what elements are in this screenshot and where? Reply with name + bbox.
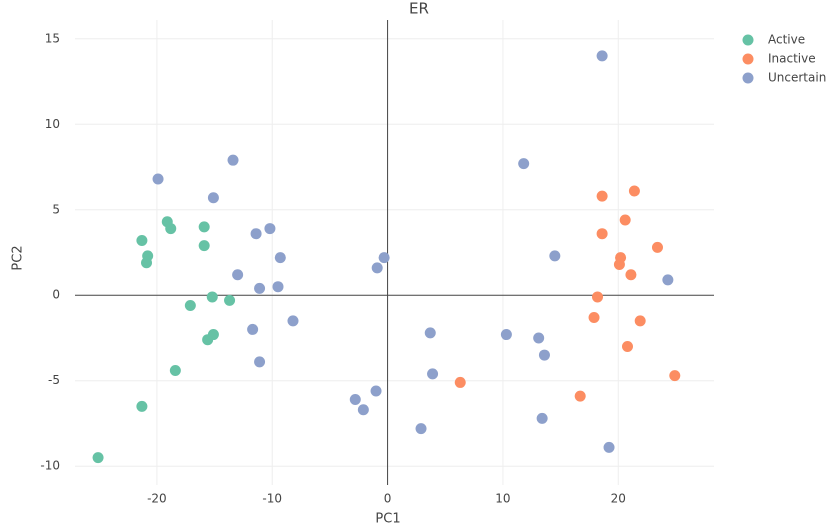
scatter-point [415,423,427,435]
y-tick-label: 0 [52,288,60,302]
scatter-point [662,274,674,286]
scatter-point [264,223,276,235]
x-tick-label: 0 [384,492,392,506]
scatter-point [250,228,262,240]
scatter-point [596,190,608,202]
legend-label[interactable]: Uncertain [768,71,826,85]
chart-title: ER [409,0,429,18]
x-tick-label: -10 [262,492,282,506]
legend-label[interactable]: Inactive [768,52,816,66]
scatter-point [169,364,181,376]
scatter-point [370,385,382,397]
scatter-point [165,223,177,235]
scatter-point [207,192,219,204]
scatter-point [254,282,266,294]
scatter-point [592,291,604,303]
scatter-point [247,323,259,335]
scatter-point [378,252,390,264]
scatter-point [619,214,631,226]
scatter-point [533,332,545,344]
scatter-point [454,376,466,388]
legend-marker[interactable] [742,53,754,65]
scatter-point [254,356,266,368]
x-tick-label: -20 [147,492,167,506]
scatter-point [625,269,637,281]
scatter-point [371,262,383,274]
scatter-point [152,173,164,185]
legend: Active Inactive Uncertain [742,33,826,85]
scatter-point [427,368,439,380]
scatter-point [603,441,615,453]
scatter-point [669,370,681,382]
scatter-point [227,154,239,166]
scatter-point [538,349,550,361]
y-axis-title: PC2 [11,245,26,270]
y-tick-label: -5 [48,373,60,387]
points [92,50,681,464]
scatter-point [596,228,608,240]
scatter-point [518,158,530,170]
scatter-point [536,412,548,424]
x-tick-label: 20 [611,492,626,506]
scatter-point [202,334,214,346]
scatter-point [198,240,210,252]
scatter-point [198,221,210,233]
scatter-point [232,269,244,281]
legend-marker[interactable] [742,72,754,84]
scatter-point [287,315,299,327]
scatter-point [588,311,600,323]
scatter-point [596,50,608,62]
scatter-point [274,252,286,264]
scatter-point [141,257,153,269]
scatter-point [136,400,148,412]
y-tick-label: -10 [40,459,60,473]
scatter-point [500,329,512,341]
legend-marker[interactable] [742,34,754,46]
scatter-point [92,452,104,464]
x-axis-title: PC1 [375,512,400,527]
scatter-point [621,341,633,353]
scatter-point [628,185,640,197]
scatter-point [549,250,561,262]
scatter-point [349,394,361,406]
scatter-point [357,404,369,416]
y-tick-label: 5 [52,202,60,216]
scatter-point [574,390,586,402]
y-tick-label: 10 [45,117,60,131]
scatter-point [206,291,218,303]
scatter-point [613,258,625,270]
scatter-point [224,294,236,306]
scatter-point [651,241,663,253]
legend-label[interactable]: Active [768,33,805,47]
scatter-point [424,327,436,339]
x-tick-label: 10 [495,492,510,506]
scatter-point [272,281,284,293]
scatter-point [634,315,646,327]
grid: -20 -10 0 10 20 -10 -5 0 5 10 15 [40,20,714,506]
scatter-point [136,235,148,247]
y-tick-label: 15 [45,31,60,45]
scatter-point [184,299,196,311]
